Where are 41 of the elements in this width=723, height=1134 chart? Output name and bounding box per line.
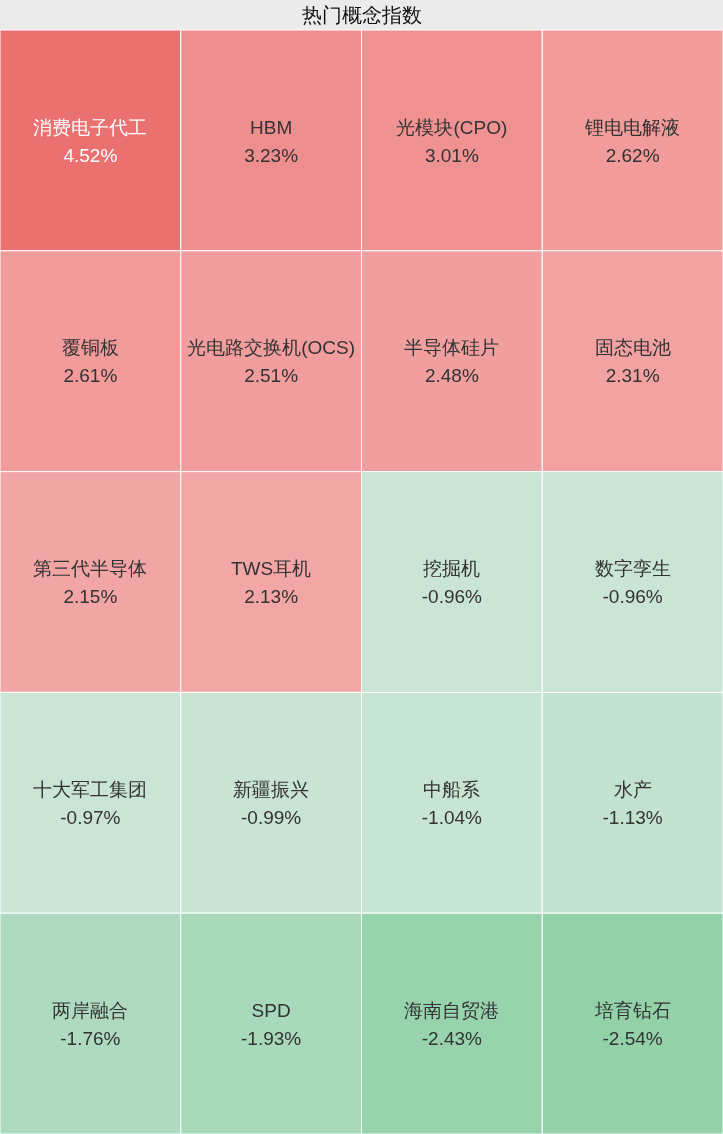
value-label: 2.62% [605,144,660,166]
value-label: 2.15% [63,586,118,608]
value-label: -0.99% [241,806,302,828]
tile-name: 半导体硅片 [404,337,500,359]
value-label: -0.96% [602,586,663,608]
value-label: 2.31% [605,365,660,387]
value-label: -1.13% [602,806,663,828]
tile-name: 水产 [613,778,652,800]
tile-name: 十大军工集团 [33,778,148,800]
value-label: 3.23% [244,144,299,166]
value-label: 2.61% [63,365,118,387]
tile-name: 数字孪生 [594,558,671,580]
tile-name: 消费电子代工 [33,116,148,138]
tile-name: HBM [250,116,293,138]
tile-name: 两岸融合 [52,999,129,1021]
title: 热门概念指数 [301,4,422,26]
tile-name: 海南自贸港 [404,999,500,1021]
value-label: -0.96% [421,586,482,608]
tile-name: 中船系 [423,778,481,800]
tile-name: SPD [251,999,291,1021]
value-label: -2.43% [421,1027,482,1049]
tile-name: 第三代半导体 [33,558,148,580]
value-label: -1.04% [421,806,482,828]
tile-name: 光电路交换机(OCS) [187,337,356,359]
tile-name: 固态电池 [594,337,671,359]
tile-name: 覆铜板 [61,337,119,359]
value-label: 3.01% [424,144,479,166]
tile-name: 培育钻石 [594,999,671,1021]
tile-name: 光模块(CPO) [396,116,508,138]
tile-name: 新疆振兴 [233,778,310,800]
value-label: -1.93% [241,1027,302,1049]
value-label: 2.13% [244,586,299,608]
value-label: -1.76% [60,1027,121,1049]
value-label: -0.97% [60,806,121,828]
tile-name: 挖掘机 [423,558,481,580]
value-label: 2.51% [244,365,299,387]
value-label: -2.54% [602,1027,663,1049]
tile-name: 锂电电解液 [585,116,681,138]
value-label: 2.48% [424,365,479,387]
tile-name: TWS耳机 [231,558,312,580]
value-label: 4.52% [63,144,118,166]
